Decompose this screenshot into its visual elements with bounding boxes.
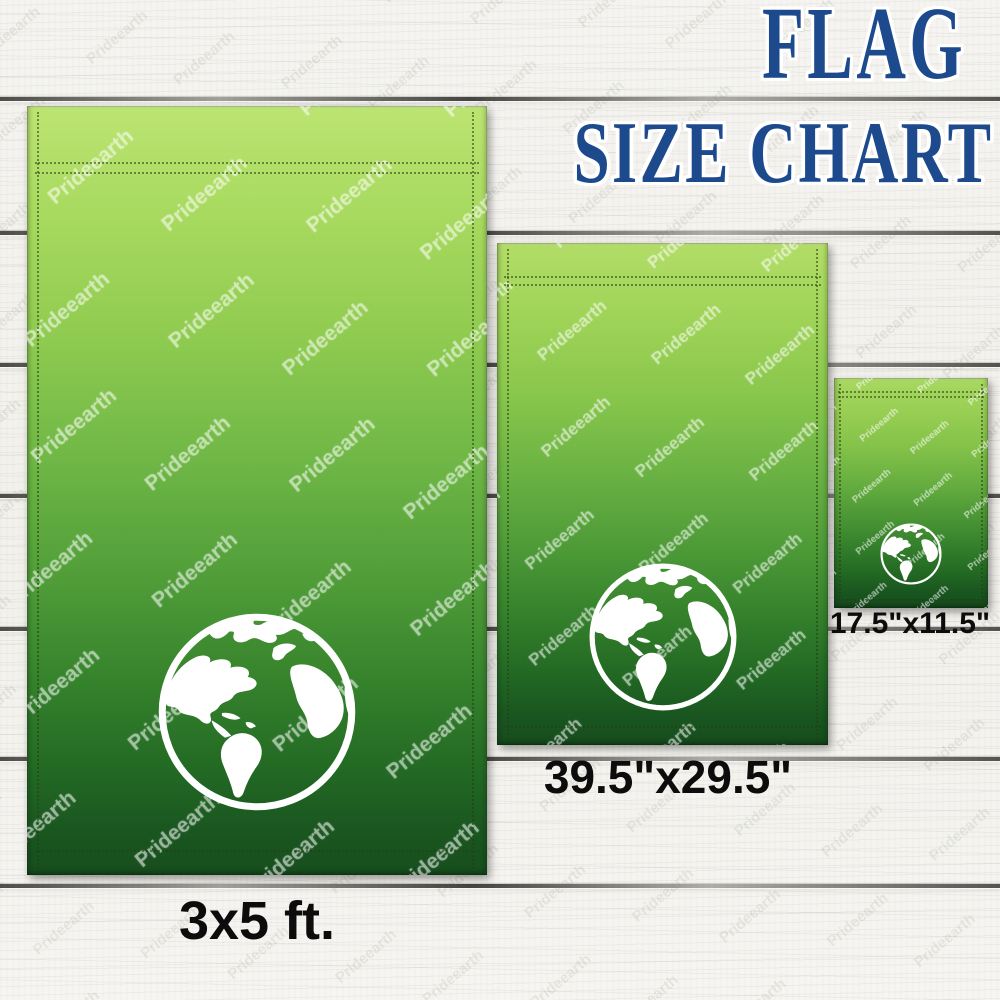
sleeve-stitch-line <box>504 276 821 278</box>
sleeve-stitch-line <box>504 284 821 286</box>
flag-small-17.5x11.5: Prideearth Prideearth Prideearth Prideea… <box>834 378 988 608</box>
edge-stitch-left <box>37 112 39 869</box>
hem-stitch-line <box>838 599 984 601</box>
hem-stitch-line <box>504 726 821 728</box>
plank-seam <box>0 884 1000 888</box>
globe-earth-icon <box>586 560 740 714</box>
sleeve-stitch-line <box>838 396 984 398</box>
hem-stitch-line <box>35 850 479 852</box>
sleeve-stitch-line <box>838 391 984 393</box>
plank-seam <box>0 231 1000 235</box>
plank-seam <box>0 97 1000 101</box>
title-flag-text: FLAG <box>762 0 966 101</box>
edge-stitch-left <box>839 384 841 602</box>
edge-stitch-left <box>507 249 509 739</box>
globe-earth-icon <box>154 609 360 815</box>
sleeve-stitch-line <box>35 162 479 164</box>
edge-stitch-right <box>816 249 818 739</box>
edge-stitch-right <box>472 112 474 869</box>
size-label-small: 17.5"x11.5" <box>829 607 991 640</box>
globe-earth-icon <box>879 522 943 586</box>
flag-large-3x5ft: Prideearth Prideearth Prideearth Prideea… <box>27 106 487 875</box>
edge-stitch-right <box>981 384 983 602</box>
size-label-medium: 39.5"x29.5" <box>543 751 793 803</box>
flag-medium-39.5x29.5: Prideearth Prideearth Prideearth Prideea… <box>497 243 828 745</box>
size-label-large: 3x5 ft. <box>178 891 336 951</box>
title-size-chart-text: SIZE CHART <box>573 105 993 202</box>
sleeve-stitch-line <box>35 172 479 174</box>
plank-seam <box>0 757 1000 761</box>
